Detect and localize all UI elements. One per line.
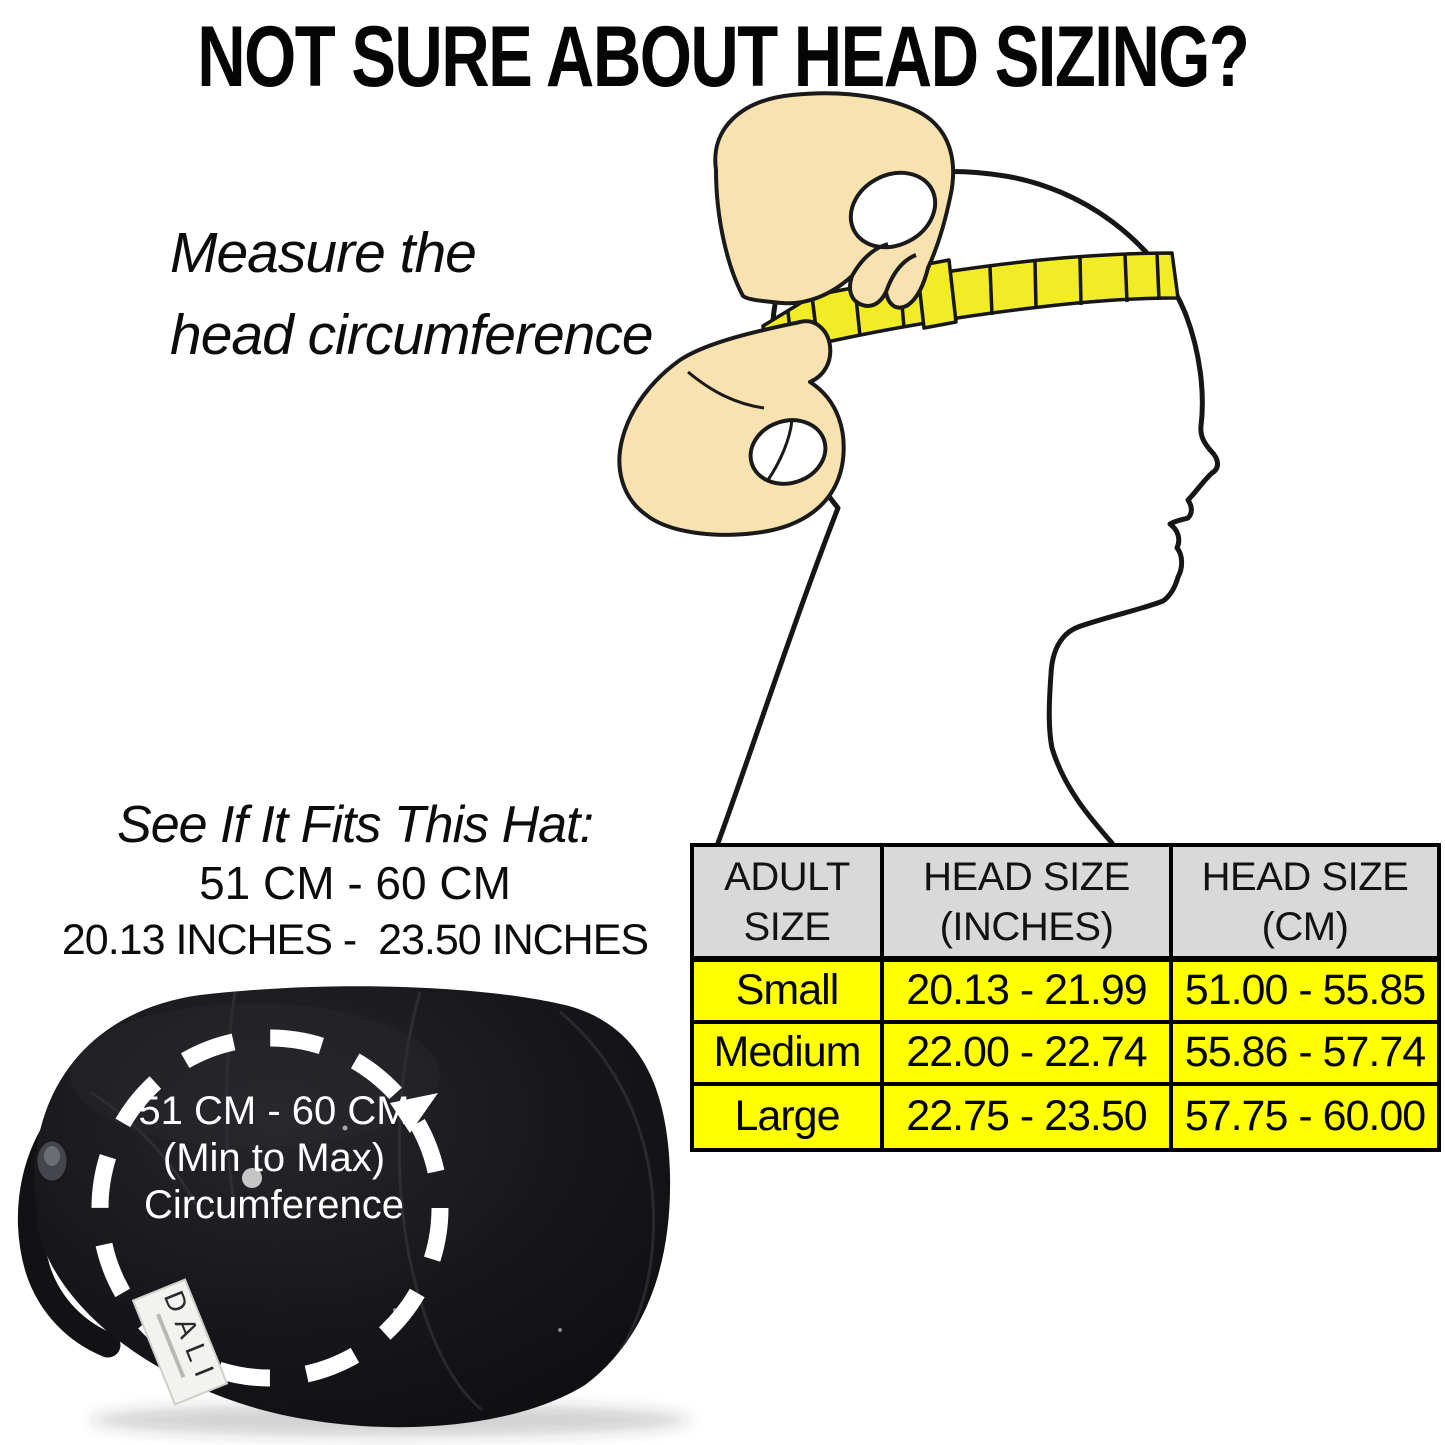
table-header-adult-size: ADULT SIZE	[694, 847, 884, 962]
instruction-text: Measure the head circumference	[170, 212, 654, 376]
table-cell-size-medium: Medium	[694, 1024, 884, 1086]
fit-note-range-cm: 51 CM - 60 CM	[199, 857, 511, 909]
dashed-circle	[91, 1029, 449, 1387]
cap-overlay-line-3: Circumference	[143, 1183, 405, 1227]
cap-overlay-line-2: (Min to Max)	[162, 1136, 386, 1180]
table-cell-cm-large: 57.75 - 60.00	[1173, 1086, 1437, 1148]
fit-note-range-inches: 20.13 INCHES - 23.50 INCHES	[61, 916, 649, 964]
head-illustration	[617, 91, 1220, 846]
instruction-line-1: Measure the	[170, 221, 477, 285]
page-title-text: NOT SURE ABOUT HEAD SIZING?	[196, 9, 1250, 105]
cap-button	[242, 1168, 262, 1188]
table-cell-size-small: Small	[694, 962, 884, 1024]
table-cell-size-large: Large	[694, 1086, 884, 1148]
table-header-head-size-inches: HEAD SIZE (INCHES)	[884, 847, 1173, 962]
instruction-line-2: head circumference	[170, 303, 654, 367]
size-table: ADULT SIZE HEAD SIZE (INCHES) HEAD SIZE …	[690, 843, 1441, 1152]
fit-note: See If It Fits This Hat: 51 CM - 60 CM 2…	[25, 796, 685, 968]
hand-upper-icon	[713, 91, 956, 310]
table-cell-cm-medium: 55.86 - 57.74	[1173, 1024, 1437, 1086]
direction-arrow-icon	[390, 1093, 438, 1133]
strap-buckle-icon	[34, 1138, 70, 1184]
page-title: NOT SURE ABOUT HEAD SIZING?	[0, 8, 1445, 107]
cap-overlay-text: 51 CM - 60 CM (Min to Max) Circumference	[90, 1088, 458, 1229]
fit-note-heading: See If It Fits This Hat:	[117, 796, 594, 854]
hand-lower-icon	[617, 319, 846, 537]
table-cell-inches-medium: 22.00 - 22.74	[884, 1024, 1173, 1086]
table-cell-inches-large: 22.75 - 23.50	[884, 1086, 1173, 1148]
table-cell-cm-small: 51.00 - 55.85	[1173, 962, 1437, 1024]
cap-photo: DALI	[17, 986, 690, 1437]
cap-overlay-line-1: 51 CM - 60 CM	[138, 1089, 410, 1133]
table-header-head-size-cm: HEAD SIZE (CM)	[1173, 847, 1437, 962]
table-cell-inches-small: 20.13 - 21.99	[884, 962, 1173, 1024]
